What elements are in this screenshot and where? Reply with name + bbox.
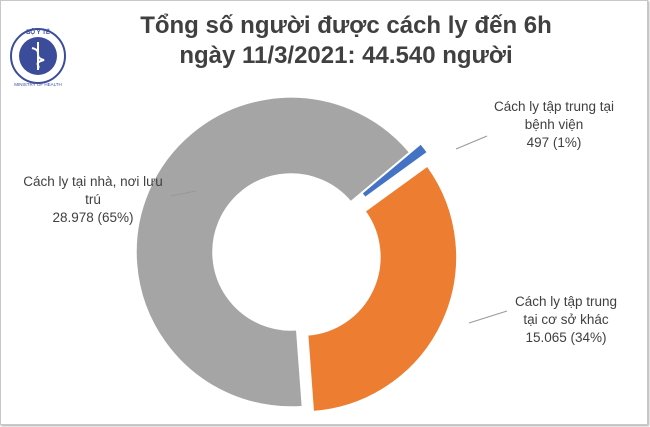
slice <box>135 96 411 408</box>
value-label: 28.978 (65%) <box>52 210 134 225</box>
slice <box>306 164 458 413</box>
logo-bottom: MINISTRY OF HEALTH <box>14 82 62 87</box>
value-label: 15.065 (34%) <box>525 330 607 345</box>
slice-label: Cách ly tại nhà, nơi lưu trú 28.978 (65%… <box>23 173 163 227</box>
slice-label: Cách ly tập trung tại cơ sở khác 15.065 … <box>506 293 626 347</box>
logo-icon <box>31 42 45 70</box>
logo: BỘ Y TẾ MINISTRY OF HEALTH <box>10 28 66 87</box>
logo-top: BỘ Y TẾ <box>26 28 50 36</box>
chart-title: Tổng số người được cách ly đến 6h ngày 1… <box>140 12 552 69</box>
category-label: Cách ly tập trung tại cơ sở khác <box>514 294 618 327</box>
category-label: Cách ly tại nhà, nơi lưu trú <box>23 174 163 207</box>
slice <box>360 142 429 199</box>
leader <box>468 310 508 324</box>
value-label: 497 (1%) <box>526 135 582 150</box>
slice-label: Cách ly tập trung tại bệnh viện 497 (1%) <box>479 98 629 152</box>
leader <box>455 135 488 150</box>
category-label: Cách ly tập trung tại bệnh viện <box>493 99 615 132</box>
leader <box>170 190 197 197</box>
